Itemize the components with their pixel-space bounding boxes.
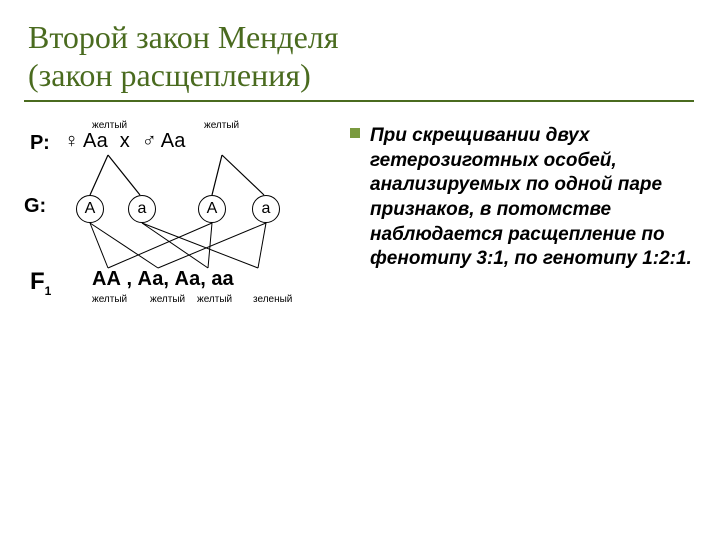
definition-text: При скрещивании двух гетерозиготных особ… bbox=[370, 124, 700, 272]
bullet-icon bbox=[350, 128, 360, 138]
